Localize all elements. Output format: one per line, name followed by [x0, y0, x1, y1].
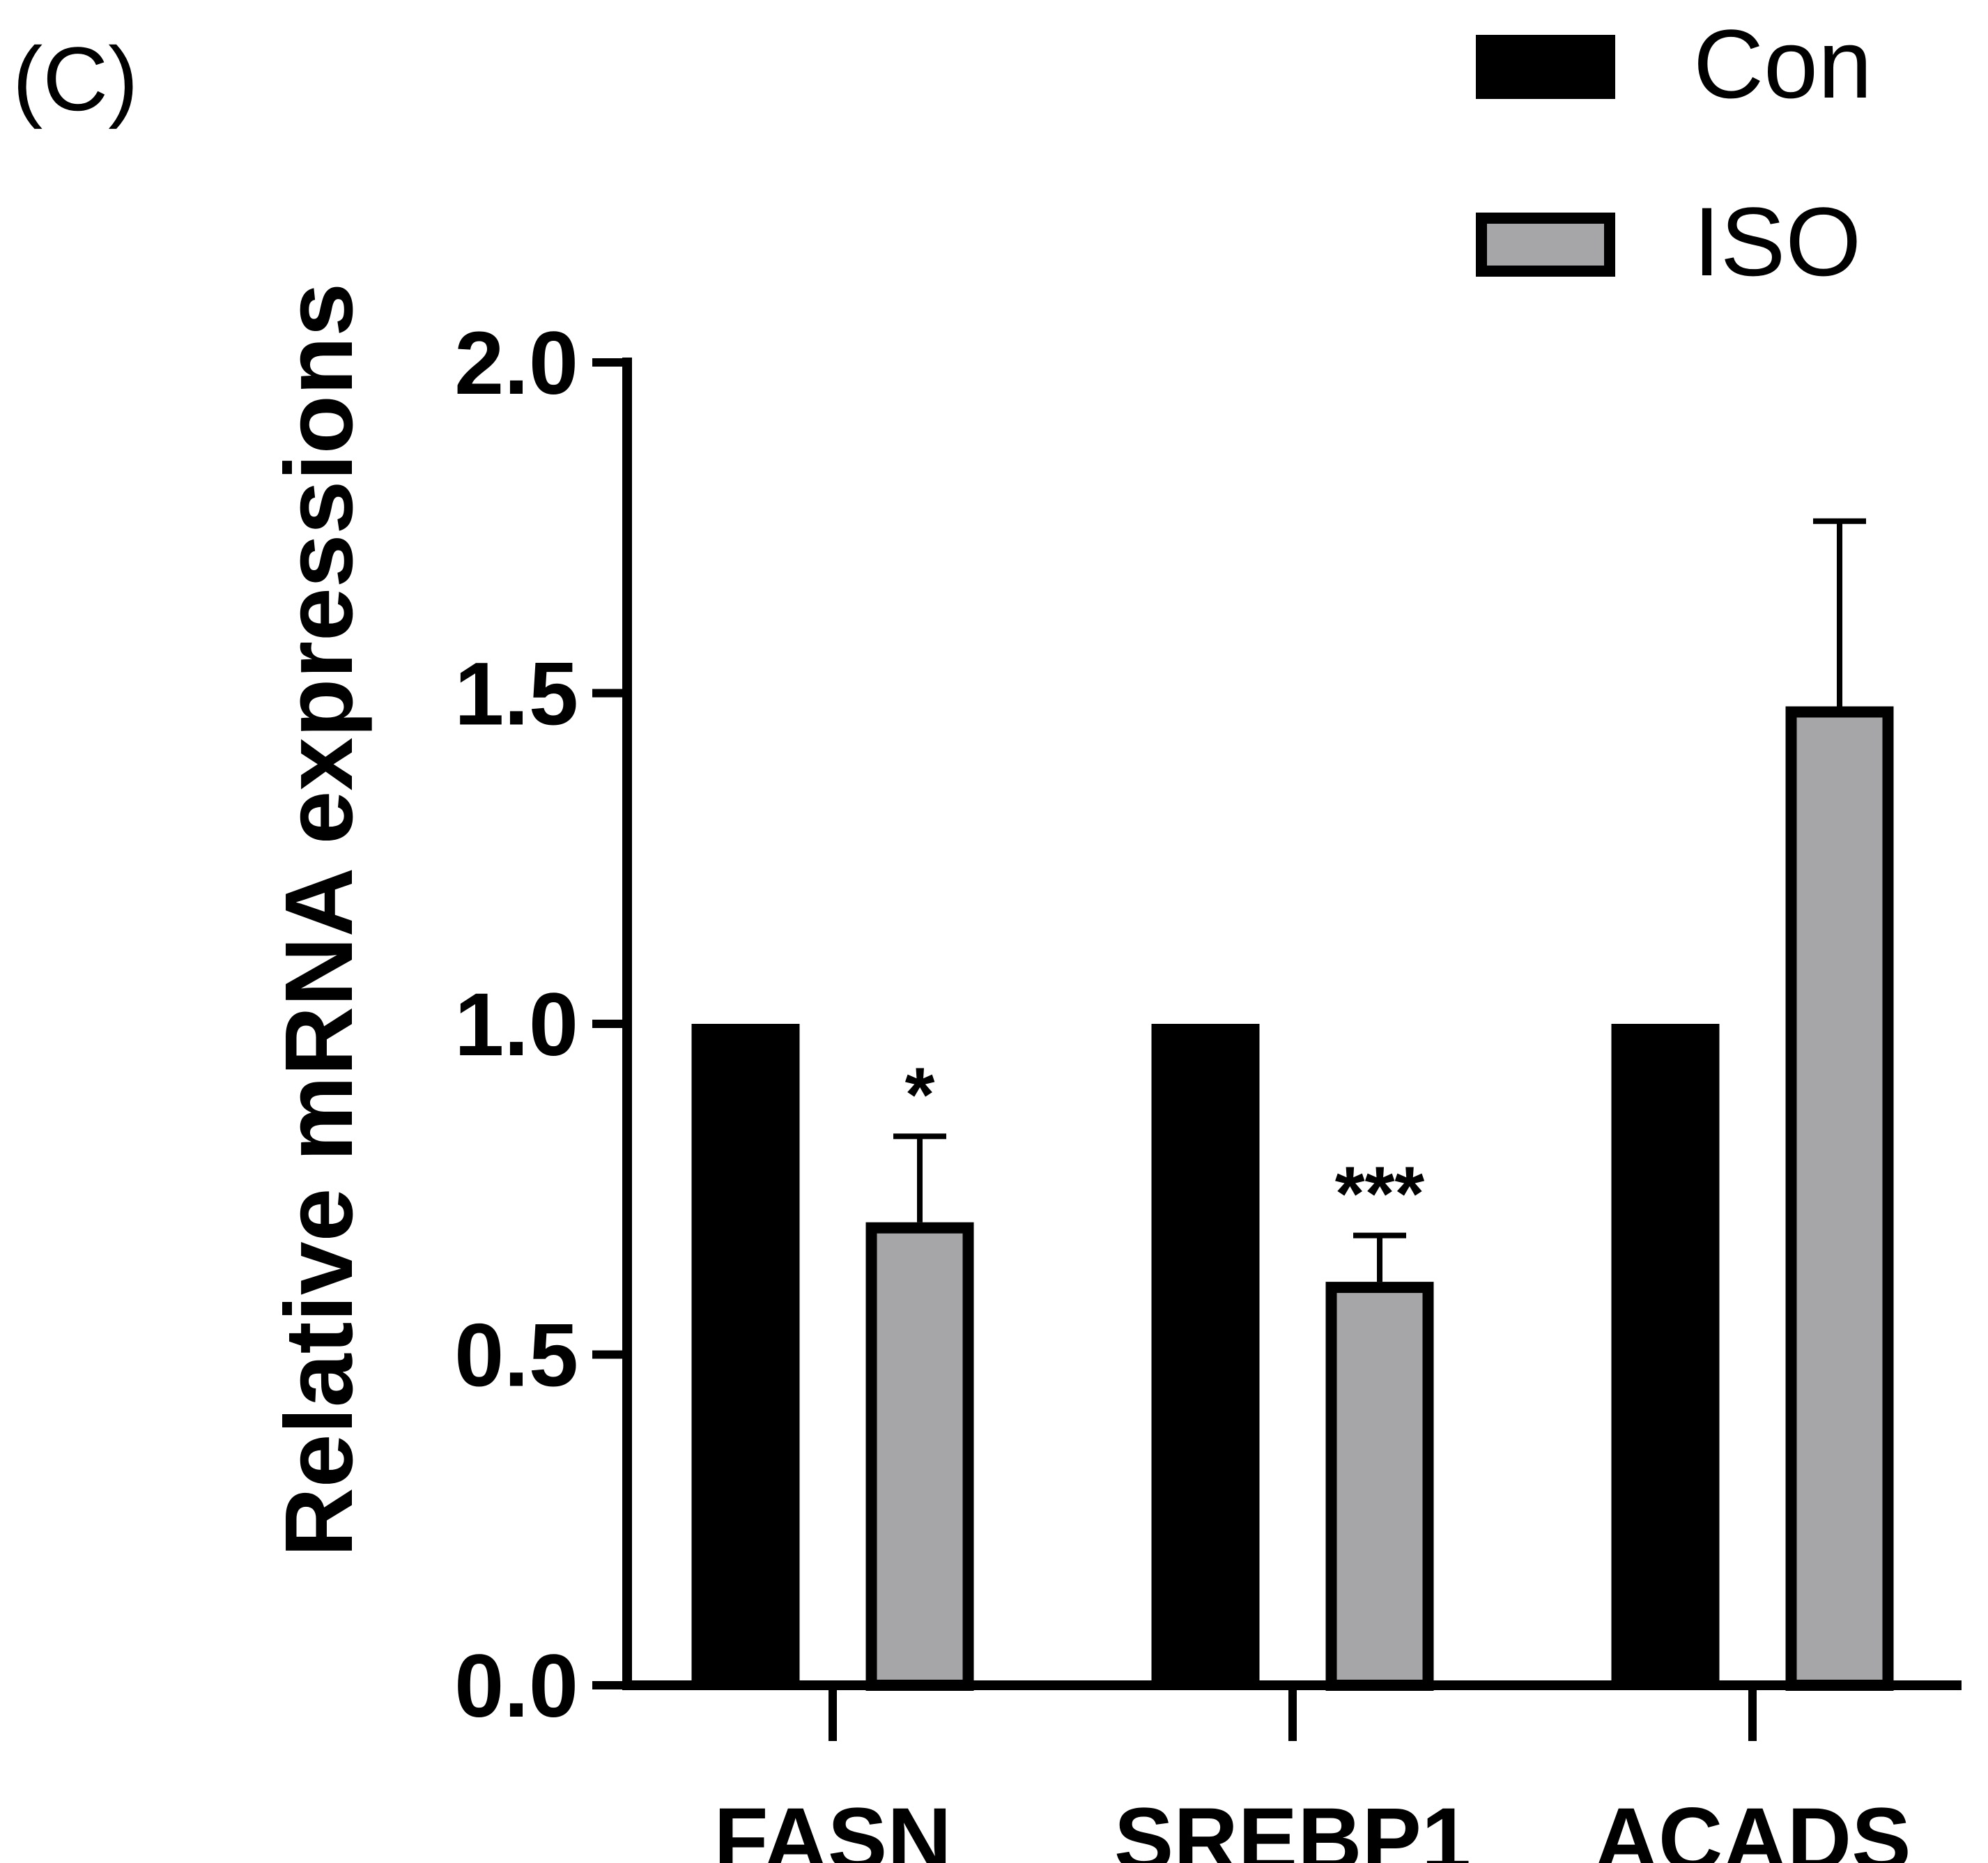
- significance-marker: *: [905, 1052, 935, 1137]
- axes: 0.0 0.5 1.0 1.5 2.0 FASN SREBP1 ACADS: [454, 314, 1962, 1863]
- bar-iso-acads: [1785, 706, 1894, 1691]
- y-tick-label: 1.5: [454, 645, 578, 744]
- significance-marker: ***: [1335, 1151, 1425, 1237]
- y-tick-label: 1.0: [454, 975, 578, 1075]
- bar-iso-srebp1: [1325, 1282, 1434, 1691]
- bar-con-fasn: [691, 1024, 800, 1685]
- panel-label: (C): [13, 28, 138, 130]
- y-tick-label: 2.0: [454, 314, 578, 413]
- y-axis-label: Relative mRNA expressions: [265, 283, 373, 1557]
- bars: [691, 706, 1894, 1691]
- bar-iso-fasn: [865, 1222, 974, 1691]
- legend-swatch-con: [1476, 35, 1615, 99]
- y-tick-label: 0.5: [454, 1306, 578, 1406]
- x-tick-label: FASN: [714, 1790, 951, 1863]
- bar-con-srebp1: [1151, 1024, 1260, 1685]
- bar-con-acads: [1611, 1024, 1720, 1685]
- legend-swatch-iso: [1476, 213, 1615, 277]
- error-bars: [893, 518, 1866, 1282]
- significance-annotations: ****: [905, 1052, 1425, 1236]
- legend-label-iso: ISO: [1693, 187, 1861, 296]
- x-tick-label: ACADS: [1594, 1790, 1911, 1863]
- y-tick-label: 0.0: [454, 1636, 578, 1736]
- legend-label-con: Con: [1693, 9, 1872, 118]
- x-tick-label: SREBP1: [1114, 1790, 1471, 1863]
- legend: Con ISO: [1476, 9, 1872, 296]
